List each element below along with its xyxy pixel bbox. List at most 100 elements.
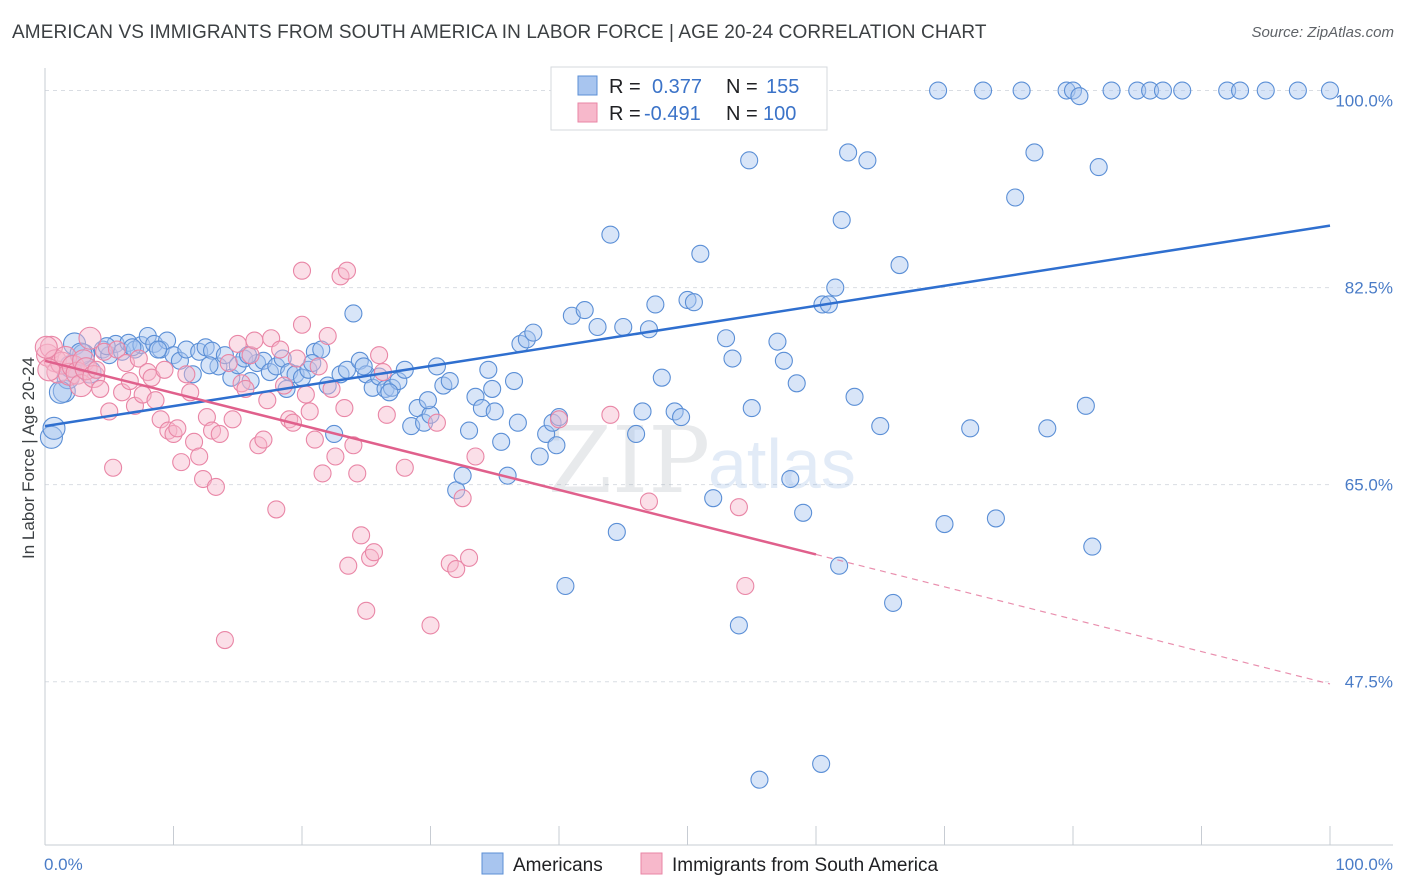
data-point <box>318 326 337 346</box>
data-point <box>363 378 382 397</box>
data-point <box>177 365 196 384</box>
trend-lines <box>44 224 1331 685</box>
data-point <box>627 424 646 444</box>
data-point <box>146 391 165 410</box>
data-point <box>845 387 864 406</box>
y-axis-label: In Labor Force | Age 20-24 <box>19 357 38 559</box>
data-point <box>547 436 566 455</box>
data-point <box>364 543 384 562</box>
chart-title: AMERICAN VS IMMIGRANTS FROM SOUTH AMERIC… <box>12 22 987 43</box>
data-point <box>292 315 312 334</box>
data-point <box>380 383 399 402</box>
data-point <box>395 458 414 477</box>
data-point <box>524 323 543 342</box>
data-point <box>1256 81 1275 100</box>
data-point <box>287 349 306 368</box>
data-point <box>210 424 229 444</box>
stats-legend-r-label-americans: R = <box>609 76 641 98</box>
data-point <box>337 261 357 280</box>
data-point <box>929 81 948 100</box>
stats-legend-n-label-immigrants: N = <box>726 103 758 125</box>
data-point <box>197 408 216 427</box>
data-point <box>1076 396 1095 415</box>
data-point <box>271 340 290 359</box>
data-point <box>254 430 273 449</box>
stats-legend-r-value-americans: 0.377 <box>652 76 702 98</box>
data-point <box>639 492 659 511</box>
data-point <box>249 436 268 455</box>
data-point <box>223 410 242 429</box>
stats-legend-n-value-americans: 155 <box>766 76 799 98</box>
data-point <box>292 261 312 280</box>
data-point <box>530 447 549 466</box>
data-point <box>884 593 903 612</box>
data-point <box>1141 81 1160 100</box>
data-point <box>716 329 736 348</box>
data-point <box>1218 81 1237 100</box>
stats-legend-n-label-americans: N = <box>726 76 758 98</box>
data-point <box>1089 158 1108 177</box>
data-point <box>348 464 367 483</box>
data-point <box>305 430 324 449</box>
data-point <box>453 466 472 485</box>
data-point <box>517 330 536 349</box>
data-point <box>704 489 723 508</box>
data-point <box>1173 81 1192 100</box>
immigrants-trend-line <box>44 359 817 556</box>
data-point <box>485 402 504 421</box>
x-ticks <box>44 826 1331 845</box>
data-point <box>633 402 652 421</box>
bottom-legend: Americans Immigrants from South America <box>481 852 939 876</box>
data-point <box>768 332 787 351</box>
data-point <box>742 399 761 418</box>
data-point <box>871 417 890 436</box>
data-point <box>241 346 260 365</box>
axes <box>44 68 1393 846</box>
data-point <box>352 526 371 545</box>
data-point <box>206 477 225 496</box>
data-point <box>172 453 191 472</box>
immigrants-points <box>34 261 755 650</box>
data-point <box>459 421 479 440</box>
data-point <box>575 301 594 320</box>
data-point <box>1083 537 1102 556</box>
data-point <box>344 436 363 455</box>
y-tick-label: 82.5% <box>1345 279 1393 298</box>
legend-swatch-immigrants <box>640 852 663 875</box>
data-point <box>427 413 446 432</box>
data-point <box>215 631 234 650</box>
data-point <box>219 353 238 373</box>
data-point <box>370 346 389 365</box>
data-point <box>691 244 710 263</box>
legend-swatch-americans <box>481 852 504 875</box>
x-tick-label-max: 100.0% <box>1335 855 1393 874</box>
data-point <box>736 576 755 596</box>
data-point <box>34 335 58 359</box>
data-point <box>466 387 485 406</box>
stats-legend-r-value-immigrants: -0.491 <box>644 103 701 125</box>
data-point <box>107 340 127 359</box>
data-point <box>832 210 851 230</box>
data-point <box>1038 419 1057 438</box>
data-point <box>492 432 511 451</box>
y-tick-labels: 47.5% 65.0% 82.5% 100.0% <box>1335 92 1393 692</box>
data-point <box>646 295 665 314</box>
data-point <box>504 372 524 391</box>
data-point <box>607 522 626 541</box>
y-tick-label: 100.0% <box>1335 92 1393 111</box>
data-point <box>1070 87 1089 106</box>
data-point <box>961 419 980 438</box>
data-point <box>200 356 219 375</box>
data-point <box>826 278 845 297</box>
legend-label-immigrants: Immigrants from South America <box>672 855 939 876</box>
data-point <box>794 503 813 522</box>
data-point <box>466 447 485 466</box>
data-point <box>129 349 148 368</box>
data-point <box>354 357 373 376</box>
data-point <box>812 754 831 773</box>
data-point <box>639 320 659 339</box>
data-point <box>123 338 142 357</box>
legend-label-americans: Americans <box>513 855 603 876</box>
data-point <box>459 548 479 567</box>
data-point <box>313 464 332 483</box>
